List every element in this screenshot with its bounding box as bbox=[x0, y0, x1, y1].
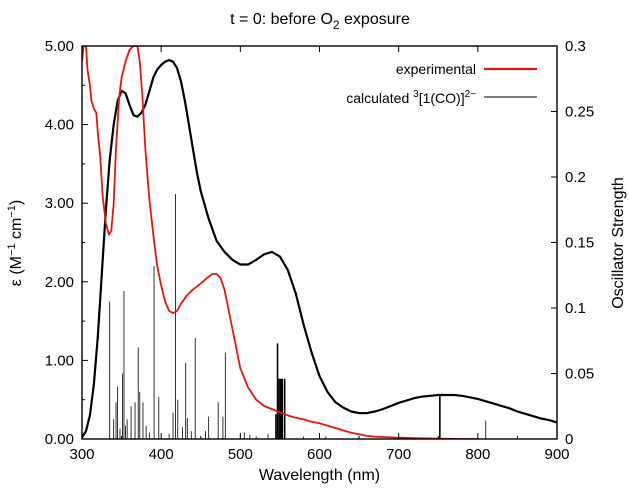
x-tick-label: 400 bbox=[149, 446, 174, 463]
y-axis-left-title: ε (M−1 cm−1) bbox=[6, 200, 25, 286]
legend-label-experimental: experimental bbox=[396, 61, 476, 77]
y-left-tick-label: 4.00 bbox=[45, 117, 74, 134]
oscillator-sticks bbox=[109, 194, 487, 439]
y-left-tick-label: 3.00 bbox=[45, 195, 74, 212]
x-tick-label: 500 bbox=[228, 446, 253, 463]
plot-frame bbox=[81, 45, 558, 440]
y-axis-left: 0.00 1.00 2.00 3.00 4.00 5.00 bbox=[45, 38, 88, 448]
x-tick-label: 900 bbox=[544, 446, 569, 463]
y-right-tick-label: 0.05 bbox=[565, 366, 594, 383]
legend-label-calculated: calculated 3[1(CO)]2− bbox=[346, 89, 476, 106]
x-tick-label: 600 bbox=[307, 446, 332, 463]
x-tick-label: 700 bbox=[386, 446, 411, 463]
y-axis-right-title: Oscillator Strength bbox=[610, 177, 627, 309]
x-tick-label: 300 bbox=[69, 446, 94, 463]
x-tick-label: 800 bbox=[465, 446, 490, 463]
series-lines bbox=[82, 46, 557, 439]
y-right-tick-label: 0.1 bbox=[565, 300, 586, 317]
y-left-tick-label: 0.00 bbox=[45, 431, 74, 448]
legend: experimental calculated 3[1(CO)]2− bbox=[346, 61, 537, 106]
series-line-calculated bbox=[82, 59, 557, 438]
y-right-tick-label: 0 bbox=[565, 431, 573, 448]
chart-title: t = 0: before O2 exposure bbox=[230, 11, 410, 32]
y-right-tick-label: 0.2 bbox=[565, 169, 586, 186]
y-axis-right: 0 0.05 0.1 0.15 0.2 0.25 0.3 bbox=[551, 38, 594, 448]
series-line-experimental bbox=[82, 46, 478, 439]
x-axis-title: Wavelength (nm) bbox=[259, 467, 380, 484]
y-left-tick-label: 2.00 bbox=[45, 274, 74, 291]
y-right-tick-label: 0.3 bbox=[565, 38, 586, 55]
y-left-tick-label: 5.00 bbox=[45, 38, 74, 55]
x-axis: 300 400 500 600 700 800 900 bbox=[69, 46, 570, 463]
y-right-tick-label: 0.15 bbox=[565, 235, 594, 252]
y-right-tick-label: 0.25 bbox=[565, 104, 594, 121]
y-left-tick-label: 1.00 bbox=[45, 352, 74, 369]
